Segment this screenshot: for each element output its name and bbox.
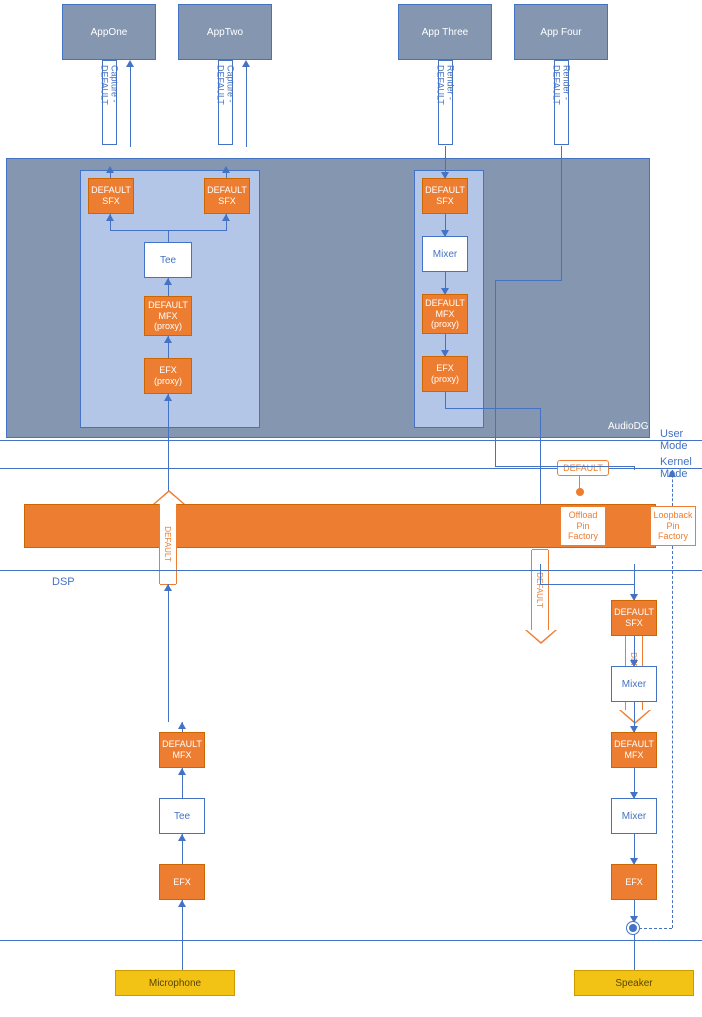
arrow-icon [668, 470, 676, 477]
left-mfx-proxy: DEFAULT MFX (proxy) [144, 296, 192, 336]
connector [182, 900, 183, 970]
dsp-label: DSP [52, 576, 75, 588]
connector [540, 408, 541, 504]
capture-label-2: Capture - DEFAULT [218, 60, 233, 145]
arrow-icon [242, 60, 250, 67]
divider [0, 440, 702, 441]
arrow-icon [164, 336, 172, 343]
arrow-icon [178, 900, 186, 907]
app-three-label: App Three [422, 27, 469, 38]
c-tee: Tee [159, 798, 205, 834]
device-divider [0, 940, 702, 941]
app-two-label: AppTwo [207, 27, 243, 38]
connector [634, 466, 635, 470]
app-one-label: AppOne [91, 27, 128, 38]
left-tee: Tee [144, 242, 192, 278]
app-one: AppOne [62, 4, 156, 60]
right-mfx-proxy: DEFAULT MFX (proxy) [422, 294, 468, 334]
arrow-icon [126, 60, 134, 67]
app-four-label: App Four [540, 27, 581, 38]
arrow-icon [106, 214, 114, 221]
connector [495, 466, 634, 467]
connector [495, 280, 562, 281]
arrow-icon [222, 214, 230, 221]
loopback-pin-factory: Loopback Pin Factory [650, 506, 696, 546]
k-mixer-1: Mixer [611, 666, 657, 702]
junction-node [627, 922, 639, 934]
c-mfx: DEFAULT MFX [159, 732, 205, 768]
connector [168, 394, 169, 504]
k-mfx: DEFAULT MFX [611, 732, 657, 768]
loopback-dash [672, 546, 673, 928]
arrow-icon [178, 834, 186, 841]
connector [540, 584, 635, 585]
right-mixer: Mixer [422, 236, 468, 272]
app-four: App Four [514, 4, 608, 60]
arrow-icon [164, 278, 172, 285]
loopback-dash [639, 928, 672, 929]
pin-icon [576, 488, 584, 496]
k-efx: EFX [611, 864, 657, 900]
c-efx: EFX [159, 864, 205, 900]
connector [168, 584, 169, 722]
arrow-icon [178, 768, 186, 775]
right-sfx: DEFAULT SFX [422, 178, 468, 214]
speaker: Speaker [574, 970, 694, 996]
connector [445, 392, 446, 408]
dsp-divider [0, 570, 702, 571]
connector [130, 67, 131, 147]
connector [226, 170, 227, 178]
arrow-icon [164, 394, 172, 401]
arrow-icon [164, 584, 172, 591]
left-sfx-2: DEFAULT SFX [204, 178, 250, 214]
k-mixer-2: Mixer [611, 798, 657, 834]
app-two: AppTwo [178, 4, 272, 60]
k-sfx: DEFAULT SFX [611, 600, 657, 636]
connector [495, 280, 496, 466]
connector [168, 230, 169, 242]
user-mode-label: User Mode [660, 428, 688, 452]
connector [445, 408, 540, 409]
block-arrow-capture: DEFAULT [159, 504, 177, 584]
right-efx-proxy: EFX (proxy) [422, 356, 468, 392]
render-label-2: Render - DEFAULT [554, 60, 569, 145]
arrow-icon [178, 722, 186, 729]
connector [561, 146, 562, 280]
connector [246, 67, 247, 147]
left-sfx-1: DEFAULT SFX [88, 178, 134, 214]
render-label-1: Render - DEFAULT [438, 60, 453, 145]
offload-pin-factory: Offload Pin Factory [560, 506, 606, 546]
connector [540, 564, 541, 584]
capture-label-1: Capture - DEFAULT [102, 60, 117, 145]
block-arrow-render: DEFAULT [531, 550, 549, 630]
left-efx-proxy: EFX (proxy) [144, 358, 192, 394]
connector [110, 170, 111, 178]
app-three: App Three [398, 4, 492, 60]
microphone: Microphone [115, 970, 235, 996]
default-tag: DEFAULT [557, 460, 609, 476]
audiodg-label: AudioDG [608, 421, 649, 432]
